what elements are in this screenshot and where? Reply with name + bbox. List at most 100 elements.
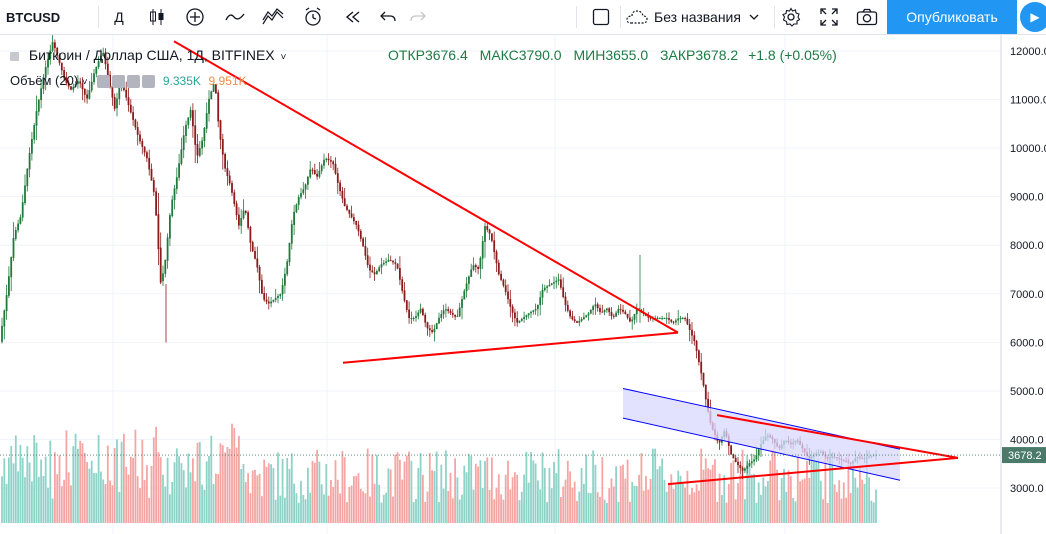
candle-body: [180, 149, 183, 164]
volume-bar: [79, 440, 82, 523]
candle-body: [702, 372, 705, 386]
volume-bar: [438, 502, 440, 523]
candle-body: [548, 284, 551, 287]
volume-bar: [803, 478, 806, 523]
candle-body: [624, 311, 627, 315]
volume-bar: [302, 494, 305, 523]
candle-body: [313, 170, 316, 175]
candle-body: [472, 265, 475, 270]
volume-bar: [102, 479, 105, 523]
candle-body: [440, 314, 443, 318]
volume-bar: [212, 484, 215, 523]
alert-clock-icon[interactable]: [298, 0, 328, 34]
candle-body: [387, 260, 390, 262]
candle-body: [633, 313, 636, 320]
volume-bar: [601, 457, 604, 523]
volume-bar: [631, 481, 634, 523]
candle-body: [707, 398, 709, 412]
volume-bar: [254, 469, 256, 523]
volume-bar: [833, 484, 836, 523]
replay-icon[interactable]: [338, 0, 368, 34]
volume-bar: [106, 445, 109, 523]
volume-bar: [815, 460, 818, 523]
volume-bar: [806, 460, 808, 523]
close-icon[interactable]: [142, 75, 156, 89]
chevron-down-icon[interactable]: ˅: [81, 77, 88, 88]
candle-body: [622, 309, 624, 312]
volume-bar: [546, 502, 548, 523]
change-value: +1.8 (+0.05%): [748, 47, 837, 63]
volume-bar: [518, 500, 521, 523]
publish-button[interactable]: Опубликовать: [887, 0, 1017, 34]
volume-bar: [180, 463, 183, 523]
candle-body: [675, 320, 677, 323]
volume-bar: [585, 454, 588, 523]
volume-bar: [668, 482, 670, 523]
volume-bar: [88, 468, 91, 523]
add-indicator-icon[interactable]: [180, 0, 210, 34]
volume-bar: [495, 487, 498, 523]
more-icon[interactable]: [127, 75, 141, 89]
candle-body: [532, 310, 535, 312]
candle-body: [587, 313, 590, 316]
volume-bar: [566, 460, 569, 523]
candle-body: [668, 318, 670, 320]
candle-body: [311, 169, 314, 171]
volume-bar: [458, 499, 461, 523]
candle-body: [573, 319, 576, 322]
eye-icon[interactable]: [97, 75, 111, 89]
candle-body: [610, 312, 613, 316]
candle-body: [369, 264, 371, 271]
chart-title: Биткоин / Доллар США, 1Д, BITFINEX: [28, 47, 275, 63]
candle-body: [72, 86, 75, 90]
candle-body: [5, 295, 8, 312]
chart-layout-menu[interactable]: Без названия: [626, 0, 772, 34]
volume-bar: [5, 483, 8, 523]
candle-body: [37, 99, 40, 112]
symbol-search[interactable]: BTCUSD: [6, 9, 61, 25]
candle-body: [178, 163, 180, 178]
candle-body: [173, 188, 176, 201]
candle-body: [224, 153, 226, 169]
settings-gear-icon[interactable]: [776, 0, 806, 34]
camera-icon[interactable]: [852, 0, 882, 34]
candle-body: [647, 315, 650, 318]
volume-bar: [658, 466, 661, 523]
volume-bar: [704, 458, 707, 523]
redo-icon[interactable]: [404, 0, 432, 34]
price-chart[interactable]: 3000.0 4000.0 5000.0 6000.0 7000.0 8000.0 9000…: [0, 35, 1046, 534]
candle-body: [419, 308, 422, 313]
undo-icon[interactable]: [374, 0, 402, 34]
volume-bar: [389, 469, 392, 523]
chevron-down-icon[interactable]: ˅: [280, 52, 287, 63]
candle-body: [649, 317, 652, 319]
channel-fill: [623, 388, 900, 481]
fullscreen-icon[interactable]: [814, 0, 844, 34]
price-axis: 3000.0 4000.0 5000.0 6000.0 7000.0 8000.0 9000…: [1010, 46, 1046, 495]
indicators-icon[interactable]: [220, 0, 250, 34]
volume-bar: [93, 473, 95, 523]
volume-bar: [686, 470, 689, 523]
volume-bar: [155, 426, 157, 523]
volume-bar: [205, 461, 208, 523]
candle-body: [433, 328, 436, 332]
play-icon[interactable]: ▶: [1020, 2, 1046, 32]
volume-bar: [17, 471, 19, 523]
volume-bar: [286, 458, 289, 523]
interval-button[interactable]: Д: [114, 9, 124, 25]
volume-bars: [1, 423, 877, 523]
candles-icon[interactable]: [142, 0, 172, 34]
volume-bar: [348, 486, 351, 523]
layout-checkbox-icon[interactable]: [588, 0, 614, 34]
candle-body: [468, 276, 470, 284]
volume-bar: [583, 483, 585, 523]
candle-body: [350, 213, 353, 218]
volume-bar: [543, 467, 546, 523]
gear-icon[interactable]: [112, 75, 126, 89]
volume-bar: [750, 474, 753, 523]
candle-body: [277, 296, 279, 298]
chevron-down-icon: [749, 14, 759, 20]
volume-bar: [125, 466, 128, 523]
volume-bar: [794, 501, 797, 523]
compare-icon[interactable]: [258, 0, 288, 34]
